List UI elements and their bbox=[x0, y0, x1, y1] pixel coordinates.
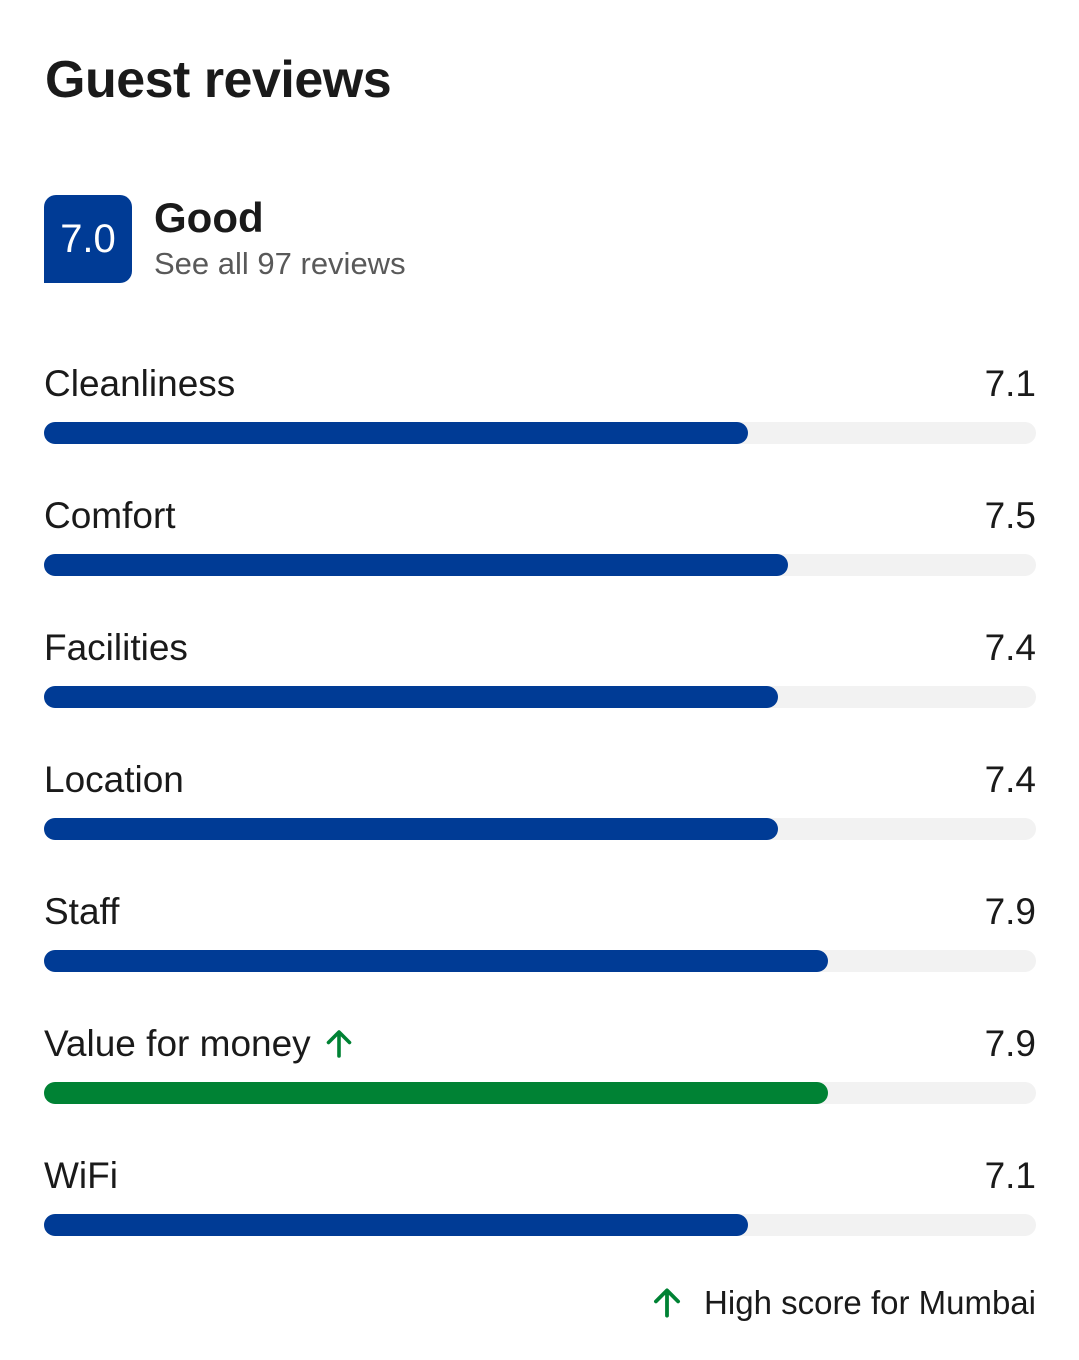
arrow-up-icon bbox=[654, 1288, 681, 1318]
rating-word: Good bbox=[154, 194, 264, 241]
category-value: 7.4 bbox=[984, 759, 1036, 800]
category-value: 7.1 bbox=[984, 363, 1036, 404]
score-bar-track bbox=[44, 1214, 1036, 1236]
score-bar-fill bbox=[44, 1082, 828, 1104]
score-bar-track bbox=[44, 554, 1036, 576]
category-value-for-money: Value for money 7.9 bbox=[44, 1018, 1036, 1150]
category-label: Staff bbox=[44, 891, 120, 932]
score-bar-fill bbox=[44, 686, 779, 708]
category-label: WiFi bbox=[44, 1155, 118, 1196]
score-badge: 7.0 bbox=[44, 195, 132, 283]
score-bar-track bbox=[44, 422, 1036, 444]
score-bar-fill bbox=[44, 422, 749, 444]
score-bar-track bbox=[44, 686, 1036, 708]
category-wifi: WiFi 7.1 bbox=[44, 1150, 1036, 1282]
category-value: 7.5 bbox=[984, 495, 1036, 536]
score-bar-track bbox=[44, 818, 1036, 840]
score-text: Good See all 97 reviews bbox=[154, 194, 406, 284]
see-all-reviews-link[interactable]: See all 97 reviews bbox=[154, 246, 406, 281]
category-scores: Cleanliness 7.1 Comfort 7.5 Facilities 7… bbox=[44, 358, 1036, 1282]
category-value: 7.4 bbox=[984, 627, 1036, 668]
category-comfort: Comfort 7.5 bbox=[44, 490, 1036, 622]
category-label: Comfort bbox=[44, 495, 176, 536]
score-bar-fill bbox=[44, 950, 828, 972]
category-label: Cleanliness bbox=[44, 363, 236, 404]
high-score-note: High score for Mumbai bbox=[648, 1284, 1036, 1322]
score-bar-fill bbox=[44, 554, 788, 576]
category-cleanliness: Cleanliness 7.1 bbox=[44, 358, 1036, 490]
category-value: 7.9 bbox=[984, 891, 1036, 932]
score-bar-fill bbox=[44, 818, 779, 840]
high-score-text: High score for Mumbai bbox=[704, 1284, 1036, 1321]
category-label: Value for money bbox=[44, 1023, 357, 1065]
category-location: Location 7.4 bbox=[44, 754, 1036, 886]
category-label: Facilities bbox=[44, 627, 188, 668]
category-value: 7.9 bbox=[984, 1023, 1036, 1064]
score-bar-track bbox=[44, 1082, 1036, 1104]
category-facilities: Facilities 7.4 bbox=[44, 622, 1036, 754]
overall-score[interactable]: 7.0 Good See all 97 reviews bbox=[44, 194, 406, 284]
category-label: Location bbox=[44, 759, 184, 800]
page-title: Guest reviews bbox=[45, 51, 392, 109]
arrow-up-icon bbox=[326, 1030, 351, 1058]
category-staff: Staff 7.9 bbox=[44, 886, 1036, 1018]
category-value: 7.1 bbox=[984, 1155, 1036, 1196]
score-bar-track bbox=[44, 950, 1036, 972]
score-bar-fill bbox=[44, 1214, 749, 1236]
